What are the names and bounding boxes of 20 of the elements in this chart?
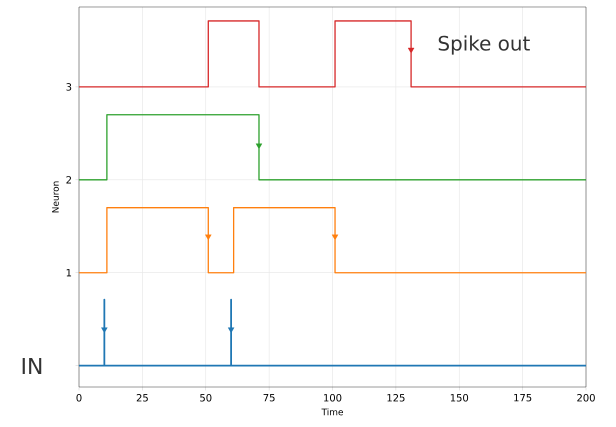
x-tick-label: 200 — [577, 394, 595, 402]
point — [205, 234, 212, 240]
x-tick-label: 75 — [264, 394, 275, 402]
y-tick-label: 2 — [66, 176, 71, 184]
text: IN — [22, 358, 42, 374]
x-axis-title: Time — [322, 408, 344, 416]
x-tick-label: 0 — [76, 394, 82, 402]
y-axis-title: Neuron — [52, 181, 59, 212]
point — [332, 234, 338, 240]
x-tick-label: 150 — [450, 394, 468, 402]
y-tick-label: 3 — [66, 83, 72, 91]
x-tick-label: 25 — [136, 394, 148, 402]
x-tick-label: 50 — [200, 394, 212, 402]
x-tick-label: 100 — [324, 394, 342, 402]
y-tick-label: 1 — [66, 269, 72, 276]
point — [256, 143, 262, 150]
x-tick-label: 125 — [387, 394, 405, 402]
point — [408, 48, 414, 54]
annotation: Spike out — [438, 35, 530, 55]
x-tick-label: 175 — [514, 394, 532, 402]
